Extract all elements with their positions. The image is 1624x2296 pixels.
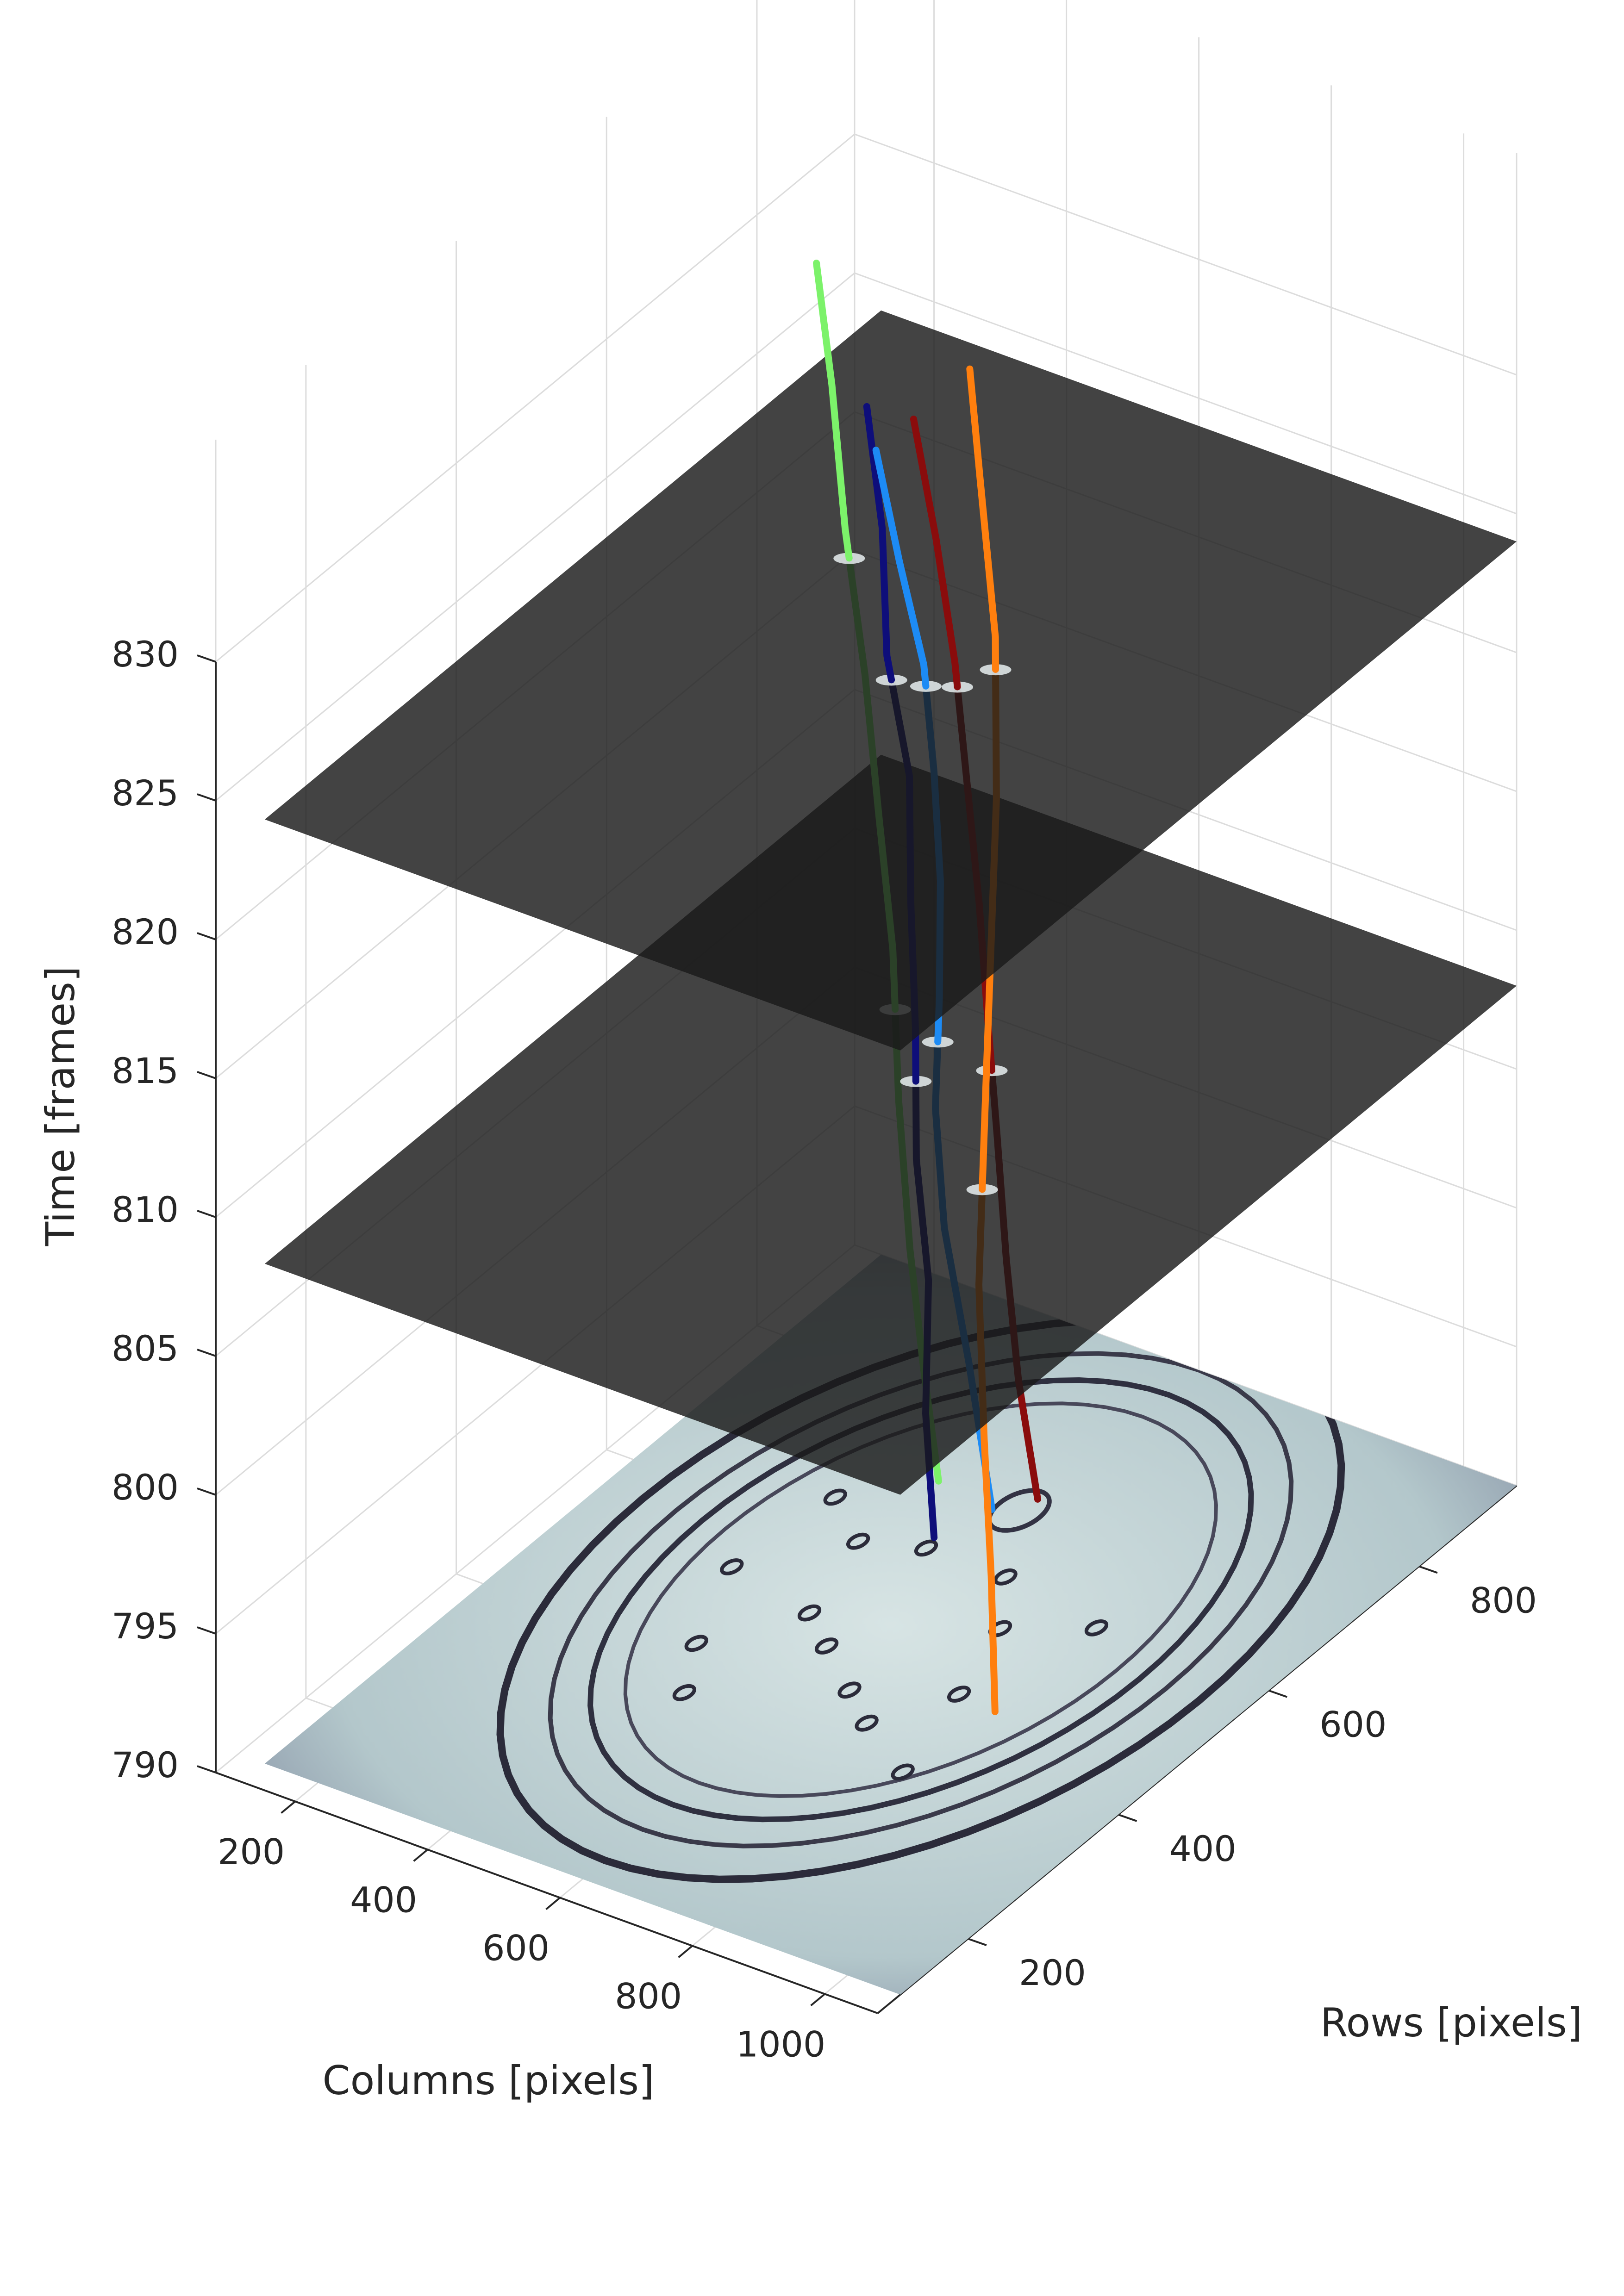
x-tick [810,1993,825,2006]
z-tick-label: 825 [112,772,179,814]
track-1-segment [813,260,853,562]
y-tick [1418,1565,1438,1574]
x-tick [413,1848,428,1862]
micro-well [823,1488,847,1506]
chamber-wall [623,1401,1218,1798]
z-tick [197,1349,216,1357]
micro-well [891,1763,915,1781]
chamber-outer-ring [496,1316,1345,1883]
z-tick-label: 810 [112,1189,179,1230]
x-tick-label: 1000 [736,2023,825,2065]
x-tick-label: 600 [482,1927,550,1968]
z-tick-label: 820 [112,911,179,952]
micro-well [684,1635,708,1652]
z-tick [197,1071,216,1079]
micro-well [720,1558,744,1575]
center-well [987,1488,1052,1533]
micro-well [837,1681,862,1699]
z-tick [197,1765,216,1773]
z-tick [197,932,216,940]
x-tick [678,1945,693,1958]
track-3-segment [872,447,930,690]
micro-well [846,1532,870,1550]
x-tick-label: 800 [615,1975,682,2016]
microscope-image [264,1254,1517,1995]
y-tick [968,1938,987,1946]
scene [264,260,1517,1715]
z-tick [197,654,216,663]
x-tick-label: 200 [218,1831,285,1872]
z-tick-label: 830 [112,634,179,675]
z-tick-label: 795 [112,1605,179,1647]
frame-plane [264,754,1517,1495]
z-tick-label: 805 [112,1328,179,1369]
micro-well [814,1637,839,1655]
micro-well [947,1686,971,1703]
micro-well [672,1684,696,1701]
micro-well [993,1568,1018,1586]
image-plane [264,1254,1517,1995]
z-tick-label: 800 [112,1467,179,1508]
axes: 200 400 600 800 1000 200 400 600 800 790 795 800 805… [112,634,1537,2065]
y-tick-label: 200 [1019,1952,1086,1993]
x-tick [281,1800,296,1814]
track-2-segment [863,403,895,684]
z-tick-label: 815 [112,1050,179,1091]
y-tick [1118,1813,1137,1822]
y-tick-label: 400 [1169,1828,1237,1869]
track-5-segment [966,365,999,673]
micro-well [855,1714,879,1732]
z-tick-label: 790 [112,1744,179,1786]
y-tick-label: 800 [1470,1580,1537,1621]
labels: Columns [pixels] Rows [pixels] Time [fra… [37,966,1582,2104]
z-tick [197,1626,216,1635]
z-tick [197,1210,216,1218]
micro-well [1084,1619,1109,1636]
x-tick-label: 400 [350,1879,417,1920]
z-tick [197,1487,216,1496]
x-axis [215,1772,878,2014]
x-tick [545,1897,561,1910]
x-axis-title: Columns [pixels] [323,2058,655,2104]
chamber-ring [548,1351,1294,1848]
y-axis-title: Rows [pixels] [1320,2000,1582,2046]
micro-well [797,1604,822,1622]
y-tick-label: 600 [1319,1704,1387,1745]
z-tick [197,793,216,802]
micro-well [914,1539,938,1557]
track-4-segment [910,416,961,691]
y-tick [1268,1689,1287,1698]
chamber-inner-ring [587,1377,1254,1823]
z-axis-title: Time [frames] [37,966,84,1247]
